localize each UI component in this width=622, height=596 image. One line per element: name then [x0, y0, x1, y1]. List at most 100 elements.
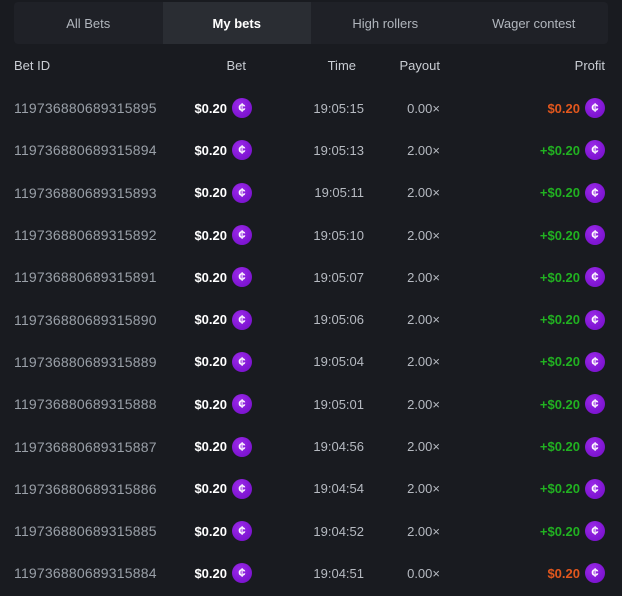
cent-coin-icon: ¢	[232, 351, 252, 372]
bet-id-value: 119736880689315891	[14, 269, 157, 286]
bet-payout-value: 2.00×	[407, 227, 440, 243]
bet-profit-value: +$0.20	[539, 269, 580, 285]
bet-amount-value: $0.20	[194, 269, 227, 285]
bet-amount-value: $0.20	[194, 100, 227, 116]
cent-coin-icon: ¢	[585, 351, 605, 372]
table-row[interactable]: 119736880689315890 $0.20 ¢ 19:05:06 2.00…	[14, 298, 605, 340]
bet-amount-value: $0.20	[194, 439, 227, 455]
cent-coin-icon: ¢	[232, 563, 252, 584]
bet-id-value: 119736880689315890	[14, 311, 157, 328]
cent-coin-icon: ¢	[232, 436, 252, 457]
bet-payout-value: 2.00×	[407, 481, 440, 497]
bet-amount-value: $0.20	[194, 185, 227, 201]
bet-time-value: 19:05:10	[313, 227, 364, 243]
cent-coin-icon: ¢	[585, 478, 605, 499]
bet-amount: $0.20 ¢	[189, 182, 252, 203]
bet-profit: +$0.20 ¢	[440, 351, 605, 372]
table-row[interactable]: 119736880689315884 $0.20 ¢ 19:04:51 0.00…	[14, 552, 605, 594]
table-row[interactable]: 119736880689315895 $0.20 ¢ 19:05:15 0.00…	[14, 87, 605, 129]
table-row[interactable]: 119736880689315889 $0.20 ¢ 19:05:04 2.00…	[14, 341, 605, 383]
bets-tab-bar: All Bets My bets High rollers Wager contest	[14, 2, 608, 44]
bet-profit: +$0.20 ¢	[440, 394, 605, 415]
cent-coin-icon: ¢	[585, 563, 605, 584]
table-row[interactable]: 119736880689315885 $0.20 ¢ 19:04:52 2.00…	[14, 510, 605, 552]
table-row[interactable]: 119736880689315894 $0.20 ¢ 19:05:13 2.00…	[14, 129, 605, 171]
bet-id-value: 119736880689315892	[14, 227, 157, 244]
tab-my-bets[interactable]: My bets	[162, 2, 311, 44]
table-row[interactable]: 119736880689315887 $0.20 ¢ 19:04:56 2.00…	[14, 425, 605, 467]
bet-amount-value: $0.20	[194, 354, 227, 370]
table-row[interactable]: 119736880689315886 $0.20 ¢ 19:04:54 2.00…	[14, 468, 605, 510]
bet-profit: +$0.20 ¢	[440, 140, 605, 161]
cent-coin-icon: ¢	[232, 478, 252, 499]
cent-coin-icon: ¢	[232, 521, 252, 542]
bet-profit: +$0.20 ¢	[440, 436, 605, 457]
column-header-profit: Profit	[574, 58, 605, 73]
bet-profit: +$0.20 ¢	[440, 478, 605, 499]
cent-coin-icon: ¢	[585, 521, 605, 542]
cent-coin-icon: ¢	[232, 394, 252, 415]
bet-payout-value: 2.00×	[407, 312, 440, 328]
bet-amount: $0.20 ¢	[189, 351, 252, 372]
bet-payout-value: 2.00×	[407, 523, 440, 539]
cent-coin-icon: ¢	[585, 225, 605, 246]
bet-profit-value: $0.20	[547, 565, 580, 581]
cent-coin-icon: ¢	[585, 267, 605, 288]
cent-coin-icon: ¢	[585, 436, 605, 457]
bet-profit-value: +$0.20	[539, 142, 580, 158]
bet-profit-value: $0.20	[547, 100, 580, 116]
bet-amount-value: $0.20	[194, 142, 227, 158]
cent-coin-icon: ¢	[585, 140, 605, 161]
bet-amount: $0.20 ¢	[189, 436, 252, 457]
column-header-bet-id: Bet ID	[14, 58, 51, 73]
table-header-row: Bet ID Bet Time Payout Profit	[14, 44, 605, 87]
bet-profit-value: +$0.20	[539, 523, 580, 539]
bet-amount: $0.20 ¢	[189, 394, 252, 415]
cent-coin-icon: ¢	[232, 182, 252, 203]
bet-id-value: 119736880689315895	[14, 100, 157, 117]
bet-amount-value: $0.20	[194, 481, 227, 497]
bet-payout-value: 2.00×	[407, 185, 440, 201]
bet-id-value: 119736880689315888	[14, 396, 157, 413]
bet-amount: $0.20 ¢	[189, 563, 252, 584]
bet-time-value: 19:05:01	[313, 396, 364, 412]
bet-amount-value: $0.20	[194, 396, 227, 412]
bet-payout-value: 0.00×	[407, 100, 440, 116]
bet-time-value: 19:04:52	[313, 523, 364, 539]
bet-profit: $0.20 ¢	[440, 563, 605, 584]
table-row[interactable]: 119736880689315892 $0.20 ¢ 19:05:10 2.00…	[14, 214, 605, 256]
bet-profit-value: +$0.20	[539, 185, 580, 201]
bet-amount-value: $0.20	[194, 312, 227, 328]
tab-wager-contest[interactable]: Wager contest	[492, 15, 576, 31]
table-row[interactable]: 119736880689315891 $0.20 ¢ 19:05:07 2.00…	[14, 256, 605, 298]
bet-payout-value: 0.00×	[407, 565, 440, 581]
bet-amount-value: $0.20	[194, 523, 227, 539]
bet-time-value: 19:05:15	[313, 100, 364, 116]
bet-time-value: 19:04:54	[313, 481, 364, 497]
bet-payout-value: 2.00×	[407, 439, 440, 455]
cent-coin-icon: ¢	[232, 309, 252, 330]
bet-id-value: 119736880689315885	[14, 523, 157, 540]
tab-high-rollers[interactable]: High rollers	[352, 15, 419, 31]
tab-all-bets[interactable]: All Bets	[66, 15, 111, 31]
bet-profit: +$0.20 ¢	[440, 521, 605, 542]
bet-profit: $0.20 ¢	[440, 98, 605, 119]
bet-amount: $0.20 ¢	[189, 98, 252, 119]
cent-coin-icon: ¢	[585, 182, 605, 203]
bet-time-value: 19:05:07	[313, 269, 364, 285]
bets-table: Bet ID Bet Time Payout Profit 1197368806…	[0, 44, 622, 595]
cent-coin-icon: ¢	[232, 225, 252, 246]
cent-coin-icon: ¢	[585, 309, 605, 330]
bet-time-value: 19:05:13	[313, 142, 364, 158]
cent-coin-icon: ¢	[585, 98, 605, 119]
table-row[interactable]: 119736880689315893 $0.20 ¢ 19:05:11 2.00…	[14, 172, 605, 214]
bet-time-value: 19:05:04	[313, 354, 364, 370]
table-row[interactable]: 119736880689315888 $0.20 ¢ 19:05:01 2.00…	[14, 383, 605, 425]
bet-profit-value: +$0.20	[539, 439, 580, 455]
bet-profit-value: +$0.20	[539, 354, 580, 370]
cent-coin-icon: ¢	[232, 267, 252, 288]
cent-coin-icon: ¢	[585, 394, 605, 415]
bet-profit-value: +$0.20	[539, 396, 580, 412]
bet-id-value: 119736880689315886	[14, 480, 157, 497]
bet-profit: +$0.20 ¢	[440, 182, 605, 203]
